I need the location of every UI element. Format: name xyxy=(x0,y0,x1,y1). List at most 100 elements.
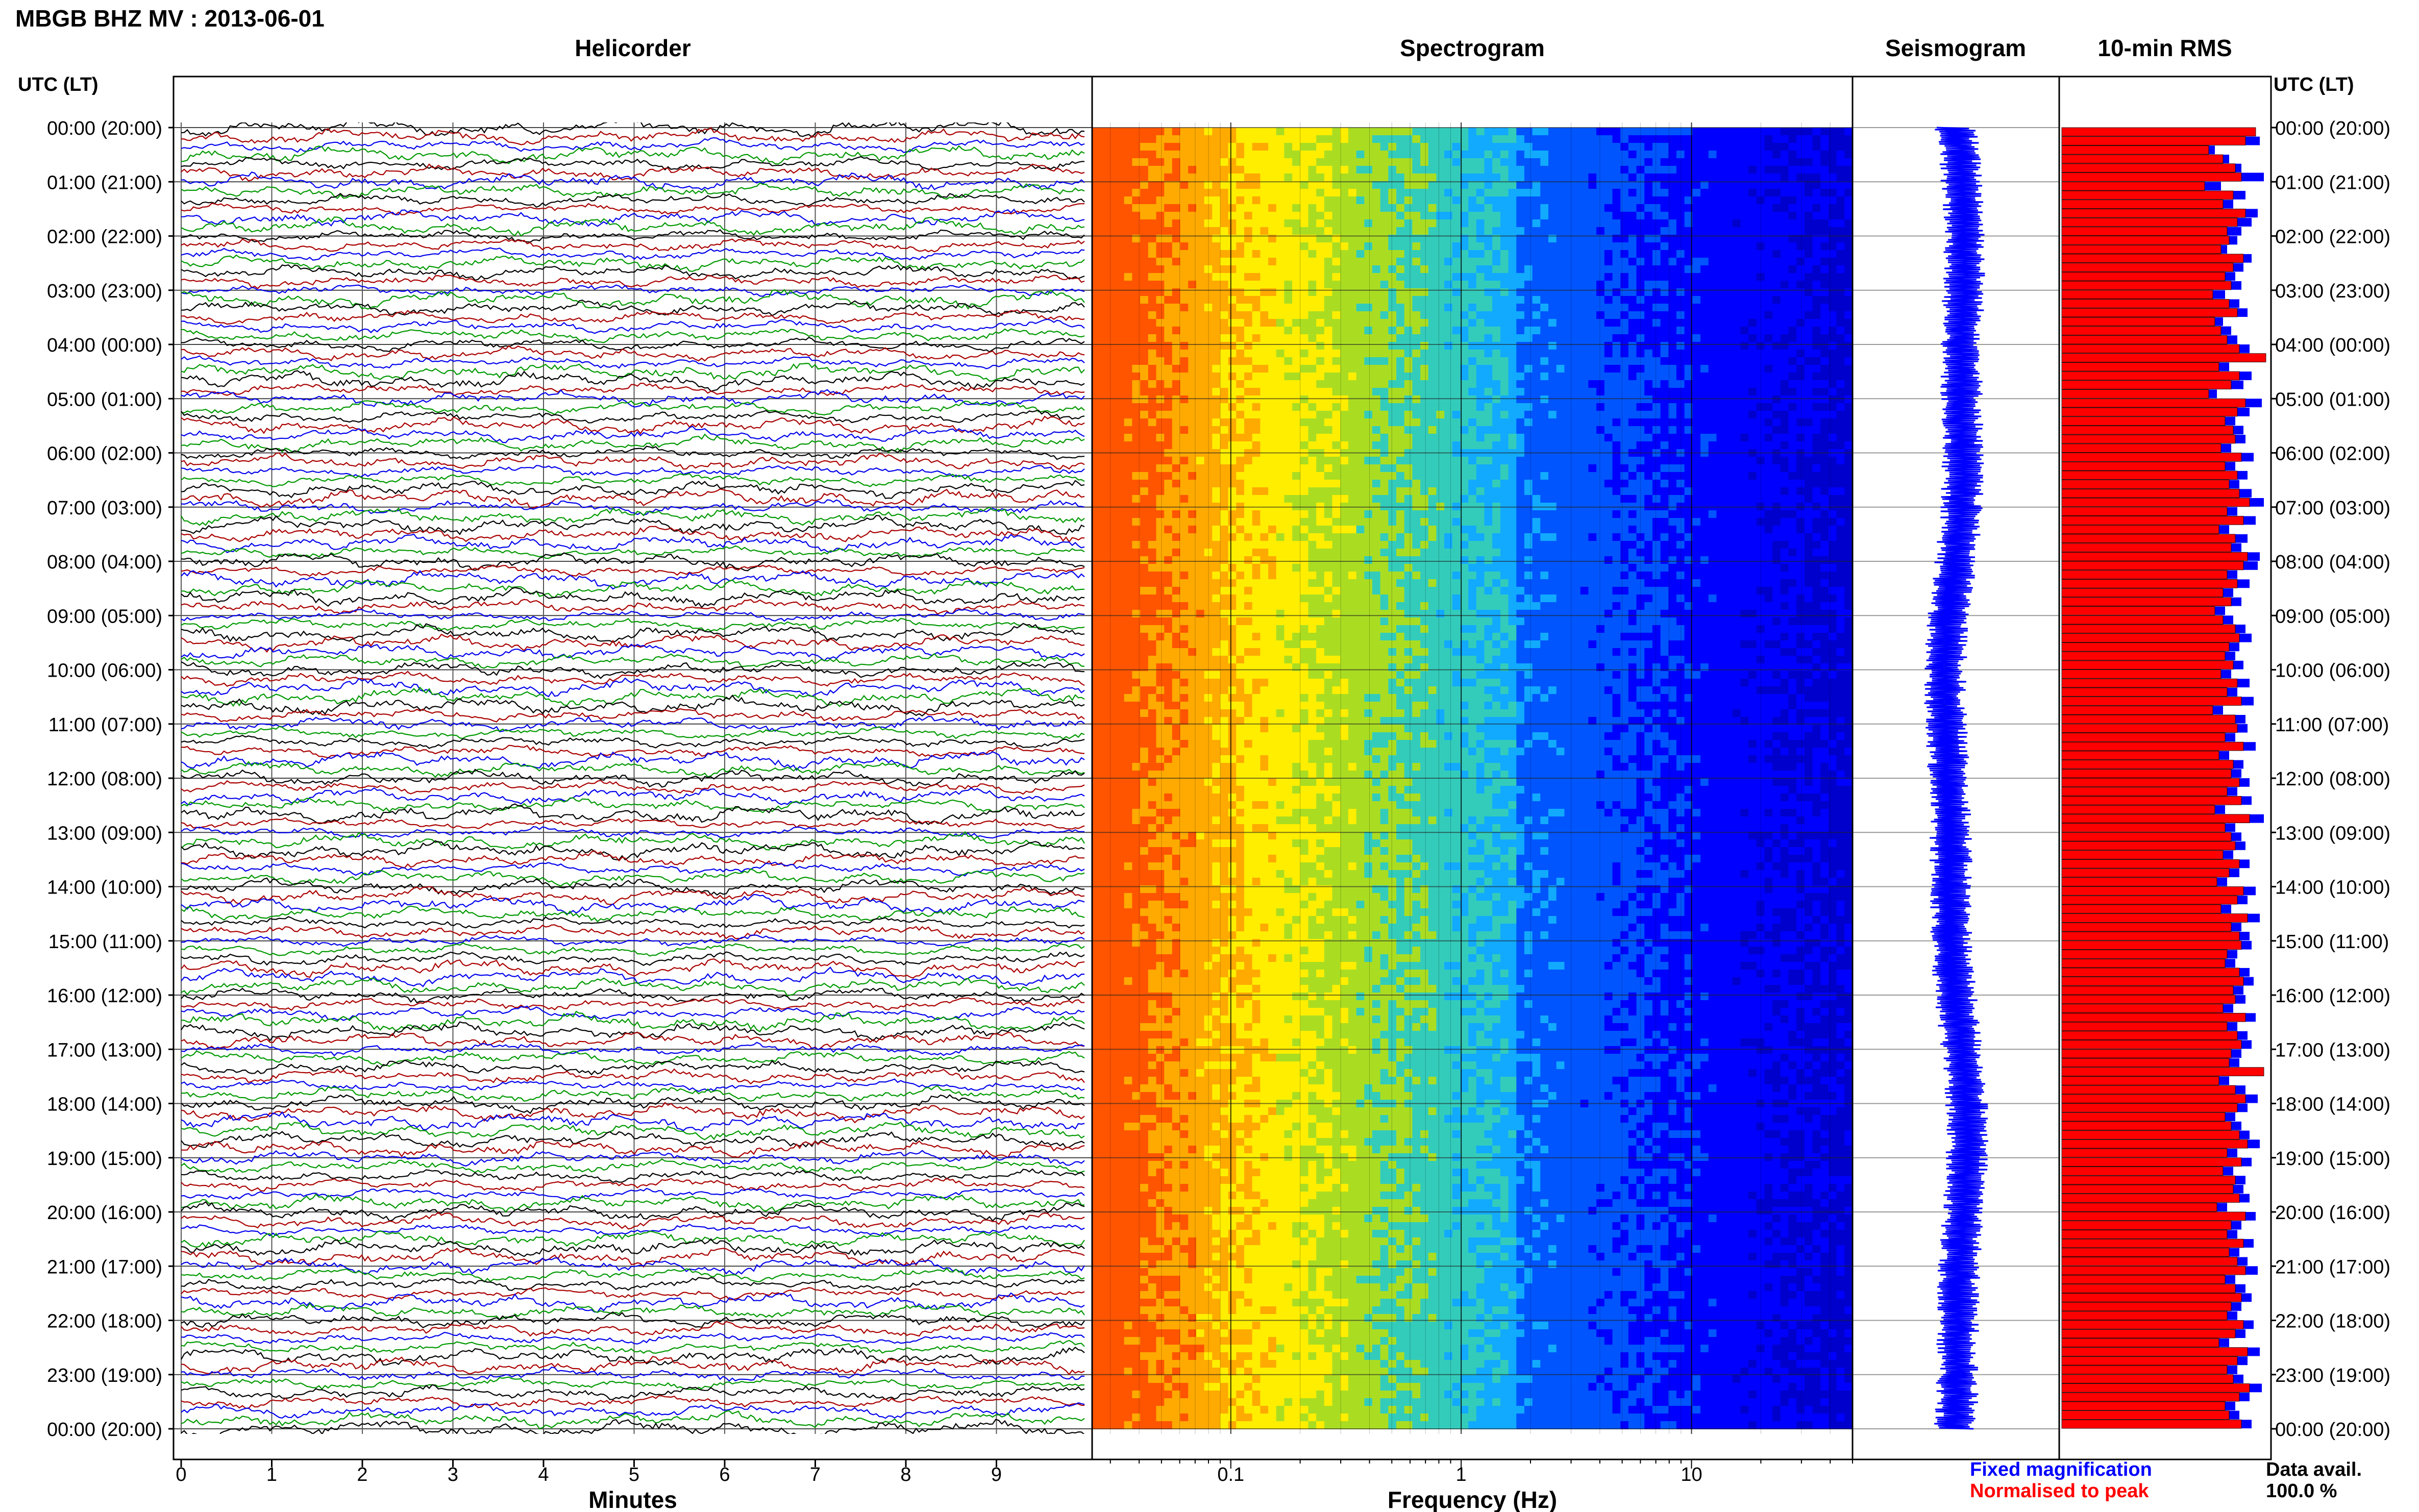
spectrogram-cell xyxy=(1772,281,1781,289)
spectrogram-cell xyxy=(1212,365,1221,373)
spectrogram-cell xyxy=(1636,196,1645,205)
spectrogram-cell xyxy=(1364,196,1373,205)
spectrogram-cell xyxy=(1292,426,1301,434)
spectrogram-cell xyxy=(1340,365,1349,373)
spectrogram-cell xyxy=(1124,510,1133,518)
spectrogram-cell xyxy=(1756,311,1765,319)
spectrogram-cell xyxy=(1724,281,1733,289)
spectrogram-cell xyxy=(1124,151,1133,159)
spectrogram-cell xyxy=(1556,434,1565,442)
spectrogram-cell xyxy=(1780,242,1789,251)
spectrogram-cell xyxy=(1804,196,1813,205)
spectrogram-cell xyxy=(1644,189,1653,197)
spectrogram-cell xyxy=(1348,403,1357,411)
spectrogram-cell xyxy=(1836,304,1845,312)
spectrogram-cell xyxy=(1300,204,1309,212)
spectrogram-cell xyxy=(1396,304,1405,312)
spectrogram-cell xyxy=(1484,319,1493,327)
spectrogram-cell xyxy=(1196,441,1205,450)
spectrogram-cell xyxy=(1124,395,1133,404)
spectrogram-cell xyxy=(1644,480,1653,488)
spectrogram-cell xyxy=(1268,151,1277,159)
spectrogram-cell xyxy=(1460,227,1469,235)
spectrogram-cell xyxy=(1780,403,1789,411)
spectrogram-cell xyxy=(1804,426,1813,434)
spectrogram-cell xyxy=(1836,173,1845,182)
spectrogram-cell xyxy=(1524,518,1533,526)
spectrogram-cell xyxy=(1580,166,1589,174)
spectrogram-cell xyxy=(1844,304,1853,312)
spectrogram-cell xyxy=(1236,457,1245,465)
spectrogram-cell xyxy=(1180,411,1189,419)
spectrogram-cell xyxy=(1124,441,1133,450)
spectrogram-cell xyxy=(1540,357,1549,365)
spectrogram-cell xyxy=(1540,365,1549,373)
spectrogram-cell xyxy=(1164,196,1173,205)
spectrogram-cell xyxy=(1284,281,1293,289)
spectrogram-cell xyxy=(1620,518,1629,526)
spectrogram-cell xyxy=(1212,219,1221,228)
spectrogram-cell xyxy=(1268,426,1277,434)
spectrogram-cell xyxy=(1540,388,1549,396)
spectrogram-cell xyxy=(1508,258,1517,266)
spectrogram-cell xyxy=(1764,242,1773,251)
spectrogram-cell xyxy=(1204,426,1213,434)
spectrogram-cell xyxy=(1340,173,1349,182)
spectrogram-cell xyxy=(1212,411,1221,419)
spectrogram-cell xyxy=(1780,342,1789,350)
spectrogram-cell xyxy=(1436,342,1445,350)
spectrogram-cell xyxy=(1828,418,1837,427)
spectrogram-cell xyxy=(1460,327,1469,335)
spectrogram-cell xyxy=(1100,327,1109,335)
spectrogram-cell xyxy=(1692,480,1701,488)
spectrogram-cell xyxy=(1700,258,1709,266)
spectrogram-cell xyxy=(1668,472,1677,480)
spectrogram-cell xyxy=(1388,227,1397,235)
spectrogram-cell xyxy=(1252,158,1261,166)
spectrogram-cell xyxy=(1748,472,1757,480)
spectrogram-cell xyxy=(1548,227,1557,235)
spectrogram-cell xyxy=(1572,457,1581,465)
spectrogram-cell xyxy=(1220,189,1229,197)
spectrogram-cell xyxy=(1644,434,1653,442)
spectrogram-cell xyxy=(1828,472,1837,480)
spectrogram-cell xyxy=(1756,403,1765,411)
spectrogram-cell xyxy=(1508,189,1517,197)
spectrogram-cell xyxy=(1292,143,1301,151)
spectrogram-cell xyxy=(1756,128,1765,136)
spectrogram-cell xyxy=(1268,219,1277,228)
spectrogram-cell xyxy=(1700,434,1709,442)
spectrogram-cell xyxy=(1764,173,1773,182)
spectrogram-cell xyxy=(1212,151,1221,159)
spectrogram-cell xyxy=(1628,158,1637,166)
spectrogram-cell xyxy=(1204,388,1213,396)
spectrogram-cell xyxy=(1828,480,1837,488)
spectrogram-cell xyxy=(1628,411,1637,419)
spectrogram-cell xyxy=(1100,296,1109,304)
spectrogram-cell xyxy=(1748,151,1757,159)
spectrogram-cell xyxy=(1292,227,1301,235)
spectrogram-cell xyxy=(1636,204,1645,212)
spectrogram-cell xyxy=(1284,480,1293,488)
spectrogram-cell xyxy=(1620,464,1629,473)
spectrogram-cell xyxy=(1236,365,1245,373)
spectrogram-cell xyxy=(1308,388,1317,396)
spectrogram-cell xyxy=(1108,457,1117,465)
spectrogram-cell xyxy=(1564,418,1573,427)
spectrogram-cell xyxy=(1332,265,1341,274)
spectrogram-cell xyxy=(1580,510,1589,518)
spectrogram-cell xyxy=(1532,457,1541,465)
spectrogram-cell xyxy=(1812,373,1821,381)
spectrogram-cell xyxy=(1292,296,1301,304)
spectrogram-cell xyxy=(1540,296,1549,304)
spectrogram-cell xyxy=(1724,388,1733,396)
spectrogram-cell xyxy=(1748,158,1757,166)
spectrogram-cell xyxy=(1276,472,1285,480)
spectrogram-cell xyxy=(1108,166,1117,174)
spectrogram-cell xyxy=(1244,487,1253,495)
spectrogram-cell xyxy=(1404,212,1413,220)
spectrogram-cell xyxy=(1628,189,1637,197)
spectrogram-cell xyxy=(1244,143,1253,151)
spectrogram-cell xyxy=(1524,219,1533,228)
spectrogram-cell xyxy=(1460,426,1469,434)
